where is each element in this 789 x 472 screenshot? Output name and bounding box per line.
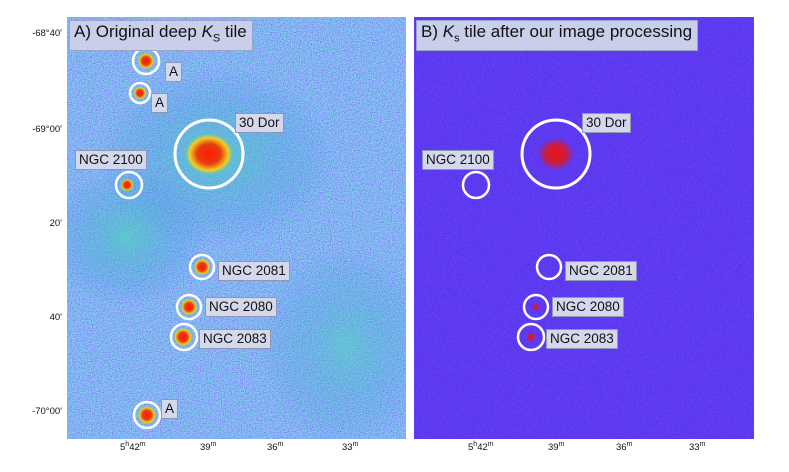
label-ngc2100: NGC 2100 <box>75 150 147 170</box>
label-ngc2080: NGC 2080 <box>205 297 277 317</box>
circle-ngc2081 <box>188 253 216 281</box>
y-tick-label: -68°40' <box>32 28 62 39</box>
image-original-tile <box>67 17 406 439</box>
circle-region-a2 <box>128 81 152 105</box>
panel-title: B) Ks tile after our image processing <box>416 20 699 52</box>
x-tick-label: 33m <box>342 441 359 454</box>
x-tick-label: 33m <box>689 441 706 454</box>
label-ngc2081: NGC 2081 <box>565 261 637 281</box>
label-ngc2100: NGC 2100 <box>422 150 494 170</box>
panel-title: A) Original deep KS tile <box>69 20 253 52</box>
label-ngc2081: NGC 2081 <box>218 261 290 281</box>
panel-processed: B) Ks tile after our image processing 30… <box>414 17 754 439</box>
y-tick-label: -70°00' <box>32 406 62 417</box>
panel-original: A) Original deep KS tile A A 30 Dor NGC … <box>67 17 406 439</box>
label-a1: A <box>165 62 183 82</box>
label-a2: A <box>151 93 169 113</box>
label-a3: A <box>161 399 179 419</box>
x-tick-label: 5h42m <box>468 441 494 454</box>
circle-region-a3 <box>132 400 162 430</box>
circle-ngc2100 <box>114 170 144 200</box>
circle-30dor <box>173 118 245 190</box>
circle-ngc2083 <box>516 322 546 352</box>
x-tick-label: 36m <box>267 441 284 454</box>
circle-ngc2081 <box>535 253 563 281</box>
label-30dor: 30 Dor <box>582 113 631 133</box>
label-ngc2083: NGC 2083 <box>546 329 618 349</box>
y-tick-label: 40' <box>49 312 62 323</box>
x-tick-label: 39m <box>200 441 217 454</box>
circle-ngc2100 <box>461 170 491 200</box>
x-tick-label: 39m <box>548 441 565 454</box>
x-tick-label: 5h42m <box>120 441 146 454</box>
circle-30dor <box>520 118 592 190</box>
circle-ngc2080 <box>175 293 203 321</box>
circle-ngc2083 <box>169 322 199 352</box>
label-ngc2080: NGC 2080 <box>552 297 624 317</box>
y-tick-label: -69°00' <box>32 124 62 135</box>
image-processed-tile <box>414 17 754 439</box>
label-30dor: 30 Dor <box>235 113 284 133</box>
label-ngc2083: NGC 2083 <box>199 329 271 349</box>
x-tick-label: 36m <box>616 441 633 454</box>
circle-ngc2080 <box>522 293 550 321</box>
y-tick-label: 20' <box>49 218 62 229</box>
